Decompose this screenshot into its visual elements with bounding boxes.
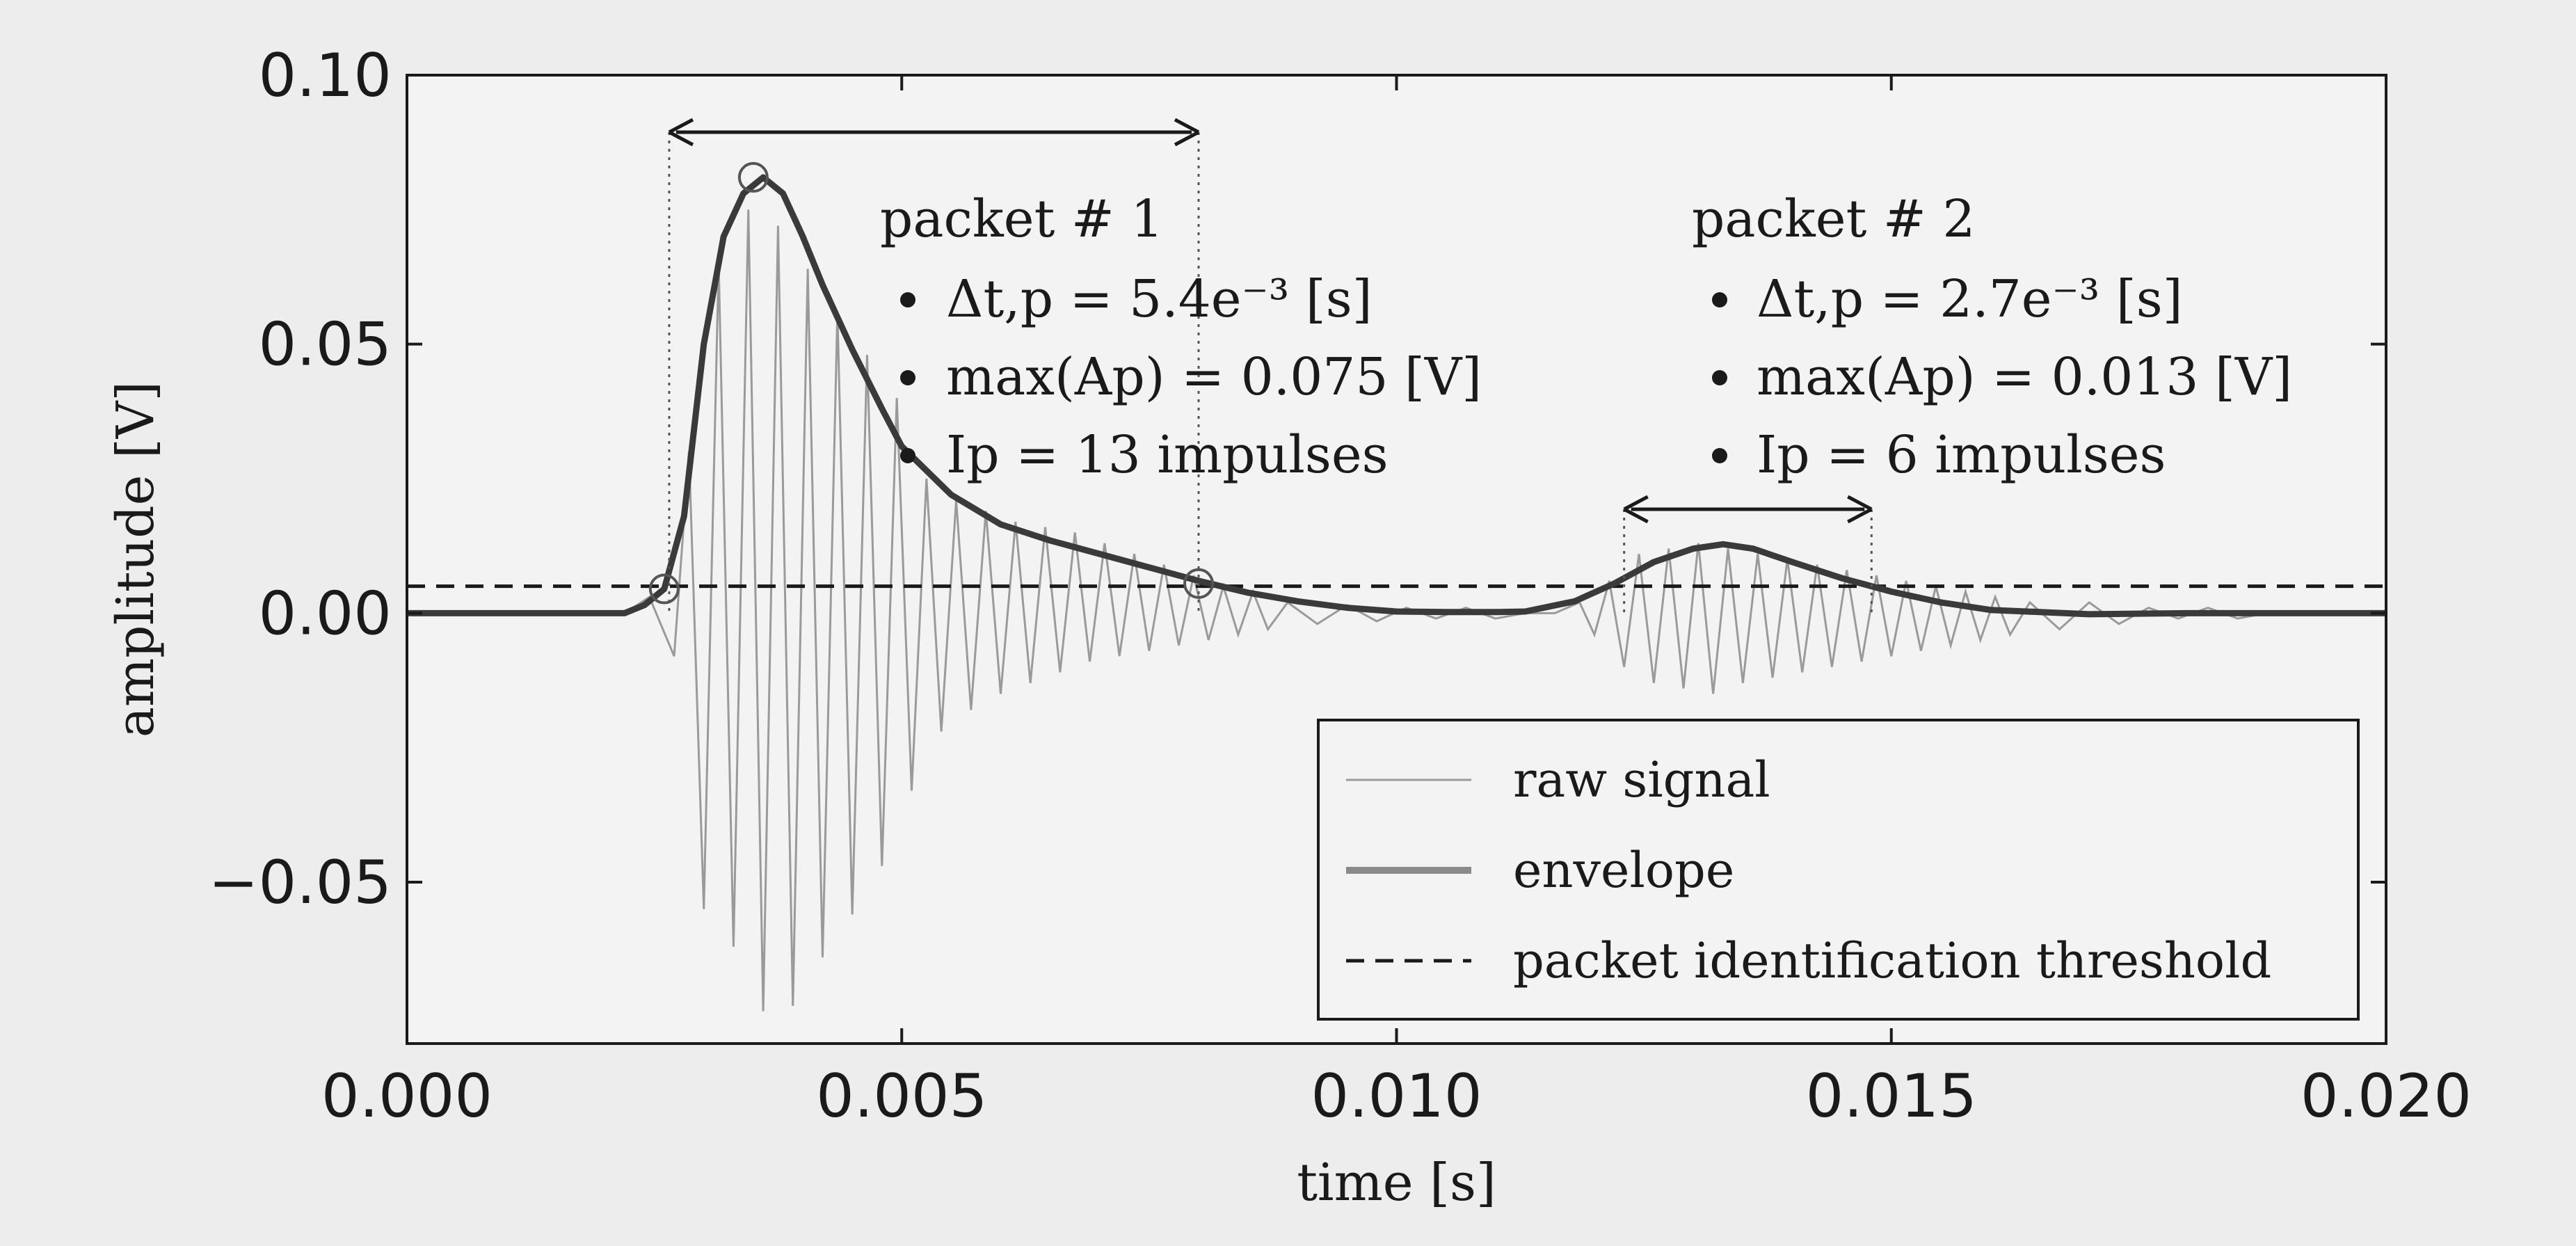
packet-marker xyxy=(1183,568,1214,599)
legend-box xyxy=(1317,719,2360,1021)
packet-stat-line: Ip = 13 impulses xyxy=(946,425,1389,485)
packet-stat-line: max(Ap) = 0.075 [V] xyxy=(946,347,1482,407)
packet-title: packet # 1 xyxy=(880,189,1163,249)
x-tick-label: 0.010 xyxy=(1311,1062,1482,1131)
x-tick-label: 0.005 xyxy=(816,1062,987,1131)
packet-stat-line: Δt,p = 5.4e⁻³ [s] xyxy=(946,269,1373,329)
y-axis-label: amplitude [V] xyxy=(106,381,166,737)
y-tick-label: 0.10 xyxy=(259,41,392,111)
annotations: packet # 1 Δt,p = 5.4e⁻³ [s] max(Ap) = 0.0… xyxy=(668,118,2292,614)
packet-title: packet # 2 xyxy=(1692,189,1975,249)
y-tick-label: −0.05 xyxy=(208,848,392,918)
packet-bullet xyxy=(1712,292,1727,307)
packet-stat-line: Δt,p = 2.7e⁻³ [s] xyxy=(1757,269,2183,329)
packet-stat-line: Ip = 6 impulses xyxy=(1757,425,2166,485)
packet-bullet xyxy=(1712,448,1727,463)
packet-stat-line: max(Ap) = 0.013 [V] xyxy=(1757,347,2292,407)
packet-arrowhead-right xyxy=(1174,118,1200,147)
packet-arrowhead-left xyxy=(1623,495,1649,524)
legend: raw signal envelope packet identification … xyxy=(1317,719,2360,1021)
x-tick-label: 0.020 xyxy=(2301,1062,2472,1131)
packet-bullet xyxy=(900,448,915,463)
x-tick-label: 0.000 xyxy=(321,1062,493,1131)
packet-bullet xyxy=(900,292,915,307)
packet-marker xyxy=(648,573,680,605)
legend-label: packet identification threshold xyxy=(1513,932,2271,989)
raw-signal-line xyxy=(407,209,2386,1012)
y-tick-label: 0.00 xyxy=(259,579,392,648)
packet-arrowhead-left xyxy=(668,118,694,147)
axes: 0.000 0.005 0.010 0.015 0.020 0.10 0.05 0.00 −0.… xyxy=(106,41,2472,1213)
packet-arrowhead-right xyxy=(1847,495,1873,524)
x-tick-label: 0.015 xyxy=(1806,1062,1977,1131)
y-tick-label: 0.05 xyxy=(259,310,392,380)
packet-marker xyxy=(737,161,769,193)
packet-bullet xyxy=(1712,370,1727,385)
packet-bullet xyxy=(900,370,915,385)
x-axis-label: time [s] xyxy=(1297,1153,1496,1213)
legend-label: envelope xyxy=(1513,842,1734,899)
legend-label: raw signal xyxy=(1513,751,1770,808)
